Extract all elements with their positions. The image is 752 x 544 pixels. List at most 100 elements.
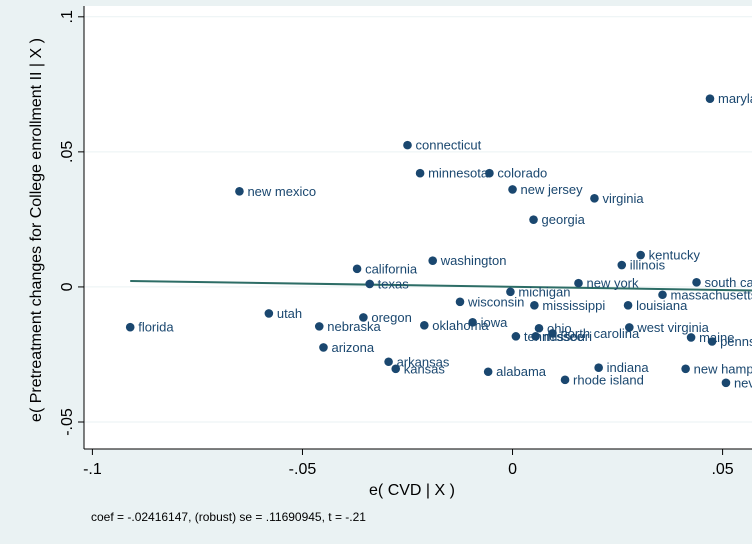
point-colorado — [485, 168, 494, 178]
x-tick-label: -.05 — [289, 461, 317, 478]
point-label-louisiana: louisiana — [636, 298, 688, 313]
gridlines — [84, 16, 752, 423]
point-maryland — [705, 94, 715, 103]
point-label-west-virginia: west virginia — [636, 320, 709, 335]
point-illinois — [617, 260, 627, 270]
point-wisconsin — [455, 297, 465, 307]
point-label-wisconsin: wisconsin — [467, 294, 524, 309]
point-label-new-jersey: new jersey — [521, 182, 584, 197]
point-label-connecticut: connecticut — [415, 138, 481, 153]
point-label-rhode-island: rhode island — [573, 372, 644, 387]
points-layer: marylandconnecticutminnesotacoloradonew … — [125, 91, 752, 390]
y-axis-title: e( Pretreatment changes for College enro… — [28, 38, 45, 422]
x-tick-label: .05 — [711, 461, 733, 478]
point-tennessee — [511, 332, 521, 341]
point-label-new-york: new york — [586, 276, 639, 291]
point-south-carolina — [692, 278, 701, 287]
point-nebraska — [314, 322, 324, 331]
point-oklahoma — [420, 320, 429, 330]
point-new-york — [574, 278, 583, 288]
point-pennsylvania — [707, 337, 717, 346]
point-label-new-hampshire: new hampshire — [694, 361, 752, 376]
point-label-kentucky: kentucky — [649, 248, 701, 263]
point-oregon — [359, 313, 368, 322]
point-label-illinois: illinois — [630, 258, 666, 273]
point-kansas — [391, 364, 401, 374]
point-label-oregon: oregon — [371, 310, 411, 325]
point-label-virginia: virginia — [602, 191, 644, 206]
point-georgia — [529, 215, 538, 224]
point-label-indiana: indiana — [607, 360, 650, 375]
point-ohio — [534, 323, 544, 333]
point-label-tennessee: tennessee — [524, 329, 584, 344]
point-label-nebraska: nebraska — [327, 319, 381, 334]
y-tick-label: .1 — [59, 10, 76, 23]
chart-note: coef = -.02416147, (robust) se = .116909… — [91, 510, 366, 524]
point-label-arkansas: arkansas — [397, 354, 450, 369]
point-label-minnesota: minnesota — [428, 166, 489, 181]
point-west-virginia — [625, 323, 634, 332]
axes: -.05 0 .05 .1 -.1 -.05 0 .05 — [59, 6, 752, 478]
point-label-colorado: colorado — [497, 166, 547, 181]
point-california — [352, 264, 362, 274]
y-tick-label: 0 — [59, 282, 76, 291]
plot-content: marylandconnecticutminnesotacoloradonew … — [125, 91, 752, 390]
x-axis-title: e( CVD | X ) — [369, 482, 455, 499]
point-nevada — [721, 378, 731, 388]
point-label-nevada: nevada — [734, 375, 752, 390]
point-label-maryland: maryland — [718, 91, 752, 106]
point-label-iowa: iowa — [481, 315, 509, 330]
point-michigan — [506, 287, 515, 297]
y-tick-label: -.05 — [59, 408, 76, 436]
point-florida — [125, 322, 135, 332]
point-virginia — [590, 194, 599, 203]
fit-line-layer — [130, 279, 752, 292]
point-label-south-carolina: south carolina — [705, 275, 752, 290]
point-missouri — [531, 332, 540, 341]
point-arizona — [319, 343, 328, 352]
point-label-arizona: arizona — [331, 340, 374, 355]
fit-line — [130, 279, 752, 292]
point-rhode-island — [560, 375, 570, 385]
point-utah — [264, 309, 274, 318]
point-label-florida: florida — [138, 320, 174, 335]
point-label-georgia: georgia — [542, 212, 586, 227]
point-connecticut — [403, 140, 412, 150]
point-label-kansas: kansas — [404, 361, 446, 376]
point-minnesota — [415, 168, 425, 178]
point-mississippi — [530, 300, 539, 310]
point-massachusetts — [658, 290, 667, 300]
point-label-california: california — [365, 261, 418, 276]
point-alabama — [483, 367, 493, 377]
point-label-michigan: michigan — [518, 284, 570, 299]
x-tick-label: 0 — [508, 461, 517, 478]
point-north-carolina — [548, 329, 557, 338]
point-iowa — [468, 318, 477, 327]
point-new-hampshire — [681, 364, 690, 374]
plot-area — [84, 6, 752, 449]
point-label-utah: utah — [277, 306, 302, 321]
point-label-mississippi: mississippi — [542, 298, 605, 313]
point-label-oklahoma: oklahoma — [432, 318, 489, 333]
point-label-new-mexico: new mexico — [247, 184, 316, 199]
point-label-pennsylvania: pennsylvania — [720, 334, 752, 349]
point-texas — [365, 279, 374, 289]
point-kentucky — [636, 250, 645, 260]
point-label-north-carolina: north carolina — [560, 326, 640, 341]
point-washington — [428, 256, 438, 266]
point-new-mexico — [235, 187, 244, 196]
point-label-washington: washington — [440, 253, 507, 268]
x-tick-label: -.1 — [83, 461, 102, 478]
point-label-massachusetts: massachusetts — [671, 287, 752, 302]
point-arkansas — [384, 357, 393, 367]
point-label-texas: texas — [378, 276, 410, 291]
point-new-jersey — [508, 185, 517, 194]
y-tick-label: .05 — [59, 141, 76, 163]
point-louisiana — [623, 300, 633, 310]
point-label-alabama: alabama — [496, 364, 547, 379]
point-indiana — [594, 363, 603, 372]
point-label-missouri: missouri — [544, 329, 593, 344]
point-maine — [686, 333, 696, 342]
